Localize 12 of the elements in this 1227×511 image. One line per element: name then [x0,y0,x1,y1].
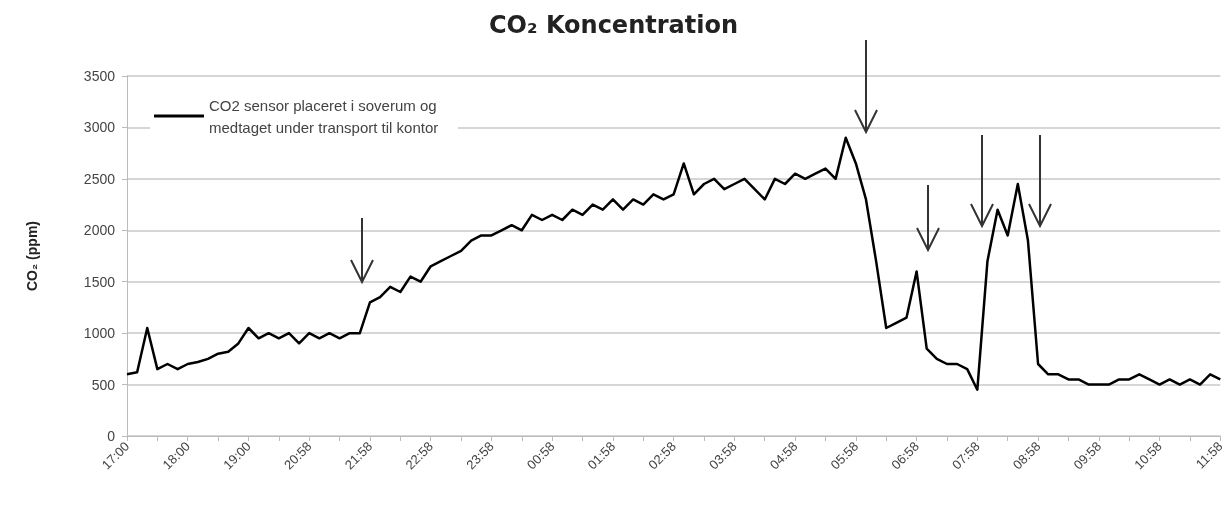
y-tick-label: 1000 [83,325,116,342]
y-axis-title: CO₂ (ppm) [24,221,40,291]
y-tick-label: 3000 [83,119,116,136]
chart-title: CO₂ Koncentration [489,11,738,39]
y-tick-label: 3500 [83,68,116,84]
legend-label: CO2 sensor placeret i soverum og medtaget under transport til kontor [209,96,441,136]
line-series [125,136,1222,391]
y-tick-label: 2000 [83,222,116,239]
y-tick-label: 2500 [83,170,116,187]
y-tick-label: 0 [107,428,116,444]
y-tick-label: 1500 [83,273,116,290]
y-tick-label: 500 [91,376,116,393]
